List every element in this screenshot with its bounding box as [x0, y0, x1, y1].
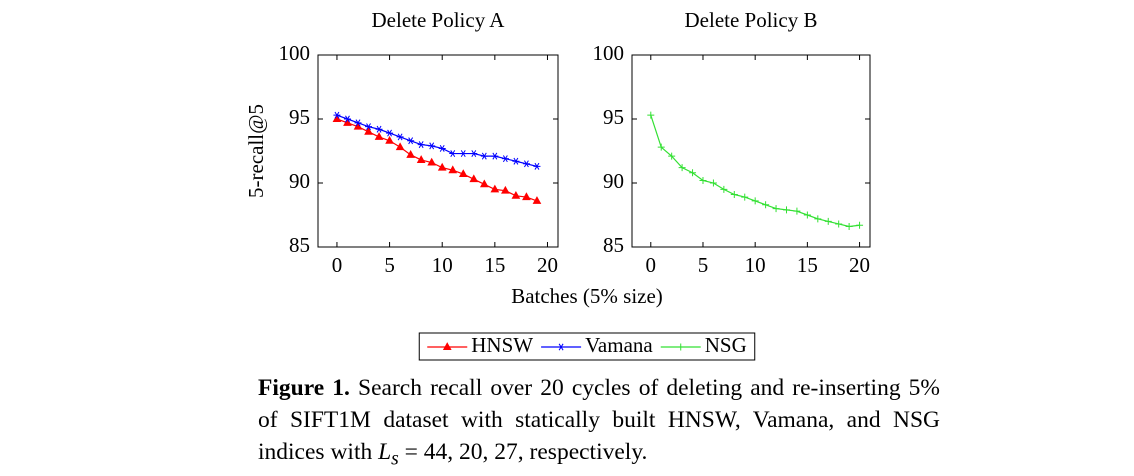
caption-text: Search recall over 20 cycles of deleting…	[258, 375, 941, 465]
data-point	[375, 125, 383, 133]
x-tick-label: 10	[745, 253, 766, 277]
legend-label: Vamana	[585, 333, 653, 357]
data-point	[458, 169, 468, 178]
data-point	[511, 190, 521, 199]
data-point	[427, 157, 437, 166]
data-point	[374, 132, 384, 140]
data-point	[772, 205, 780, 213]
x-tick-label: 15	[484, 253, 505, 277]
x-tick-label: 10	[432, 253, 453, 277]
y-tick-label: 90	[603, 169, 624, 193]
y-tick-label: 95	[603, 105, 624, 129]
y-tick-label: 100	[279, 41, 311, 65]
x-tick-label: 5	[698, 253, 709, 277]
data-point	[333, 111, 341, 119]
data-point	[668, 152, 676, 160]
data-point	[470, 150, 478, 158]
data-point	[782, 206, 790, 214]
data-point	[395, 142, 405, 151]
data-point	[501, 155, 509, 163]
data-point	[730, 191, 738, 199]
data-point	[835, 220, 843, 228]
data-point	[417, 141, 425, 149]
data-point	[699, 176, 707, 184]
data-point	[533, 162, 541, 170]
data-point	[364, 126, 373, 135]
data-point	[845, 223, 853, 231]
data-point	[709, 179, 717, 187]
data-point	[385, 135, 394, 144]
data-point	[856, 221, 864, 229]
data-point	[407, 137, 415, 145]
x-tick-label: 15	[797, 253, 818, 277]
data-point	[803, 211, 811, 219]
data-point	[416, 155, 426, 163]
data-point	[657, 143, 665, 151]
plot-frame	[631, 54, 871, 248]
data-point	[406, 150, 415, 158]
data-point	[647, 111, 655, 119]
chart: Batches (5% size) 5-recall@5 Delete Poli…	[244, 8, 871, 361]
data-point	[343, 115, 351, 123]
legend-label: HNSW	[471, 333, 533, 357]
data-point	[459, 150, 467, 158]
data-point	[793, 207, 801, 215]
data-point	[480, 152, 488, 160]
data-point	[522, 192, 531, 201]
plot-frame	[317, 54, 559, 248]
data-point	[532, 196, 542, 204]
x-tick-label: 20	[849, 253, 870, 277]
x-tick-label: 0	[646, 253, 657, 277]
data-point	[365, 123, 373, 131]
data-point	[491, 152, 499, 160]
x-tick-label: 5	[384, 253, 395, 277]
data-point	[512, 157, 520, 165]
caption-subscript: s	[391, 448, 399, 470]
data-point	[437, 162, 447, 171]
data-point	[720, 185, 728, 193]
chart-title: Delete Policy A	[372, 8, 506, 32]
data-point	[448, 165, 458, 174]
data-point	[386, 129, 394, 137]
y-tick-label: 100	[593, 41, 625, 65]
legend-marker	[557, 343, 565, 351]
legend-marker	[677, 343, 685, 351]
data-point	[449, 150, 457, 158]
caption-symbol: L	[378, 439, 392, 465]
x-axis-label: Batches (5% size)	[511, 284, 663, 308]
data-point	[689, 169, 697, 177]
data-point	[354, 119, 362, 127]
figure-caption: Figure 1. Search recall over 20 cycles o…	[258, 372, 940, 476]
data-point	[428, 142, 436, 150]
data-point	[396, 133, 404, 141]
y-tick-label: 90	[289, 169, 310, 193]
legend: HNSW Vamana NSG	[418, 332, 756, 361]
legend-marker	[442, 342, 452, 350]
data-point	[490, 184, 500, 193]
data-point	[678, 164, 686, 172]
x-tick-label: 0	[332, 253, 343, 277]
data-point	[751, 197, 759, 205]
data-point	[741, 193, 749, 201]
chart-title: Delete Policy B	[685, 8, 818, 32]
y-tick-label: 85	[603, 233, 624, 257]
caption-label: Figure 1.	[258, 375, 350, 401]
caption-text: = 44, 20, 27, respectively.	[398, 439, 648, 465]
legend-label: NSG	[705, 333, 747, 357]
data-point	[479, 179, 489, 188]
data-point	[469, 174, 479, 183]
data-point	[438, 144, 446, 152]
data-point	[522, 160, 530, 168]
x-tick-label: 20	[537, 253, 558, 277]
data-point	[501, 185, 510, 194]
y-tick-label: 85	[289, 233, 310, 257]
data-point	[762, 201, 770, 209]
y-axis-label: 5-recall@5	[244, 104, 268, 198]
y-tick-label: 95	[289, 105, 310, 129]
data-point	[814, 215, 822, 223]
data-point	[824, 217, 832, 225]
